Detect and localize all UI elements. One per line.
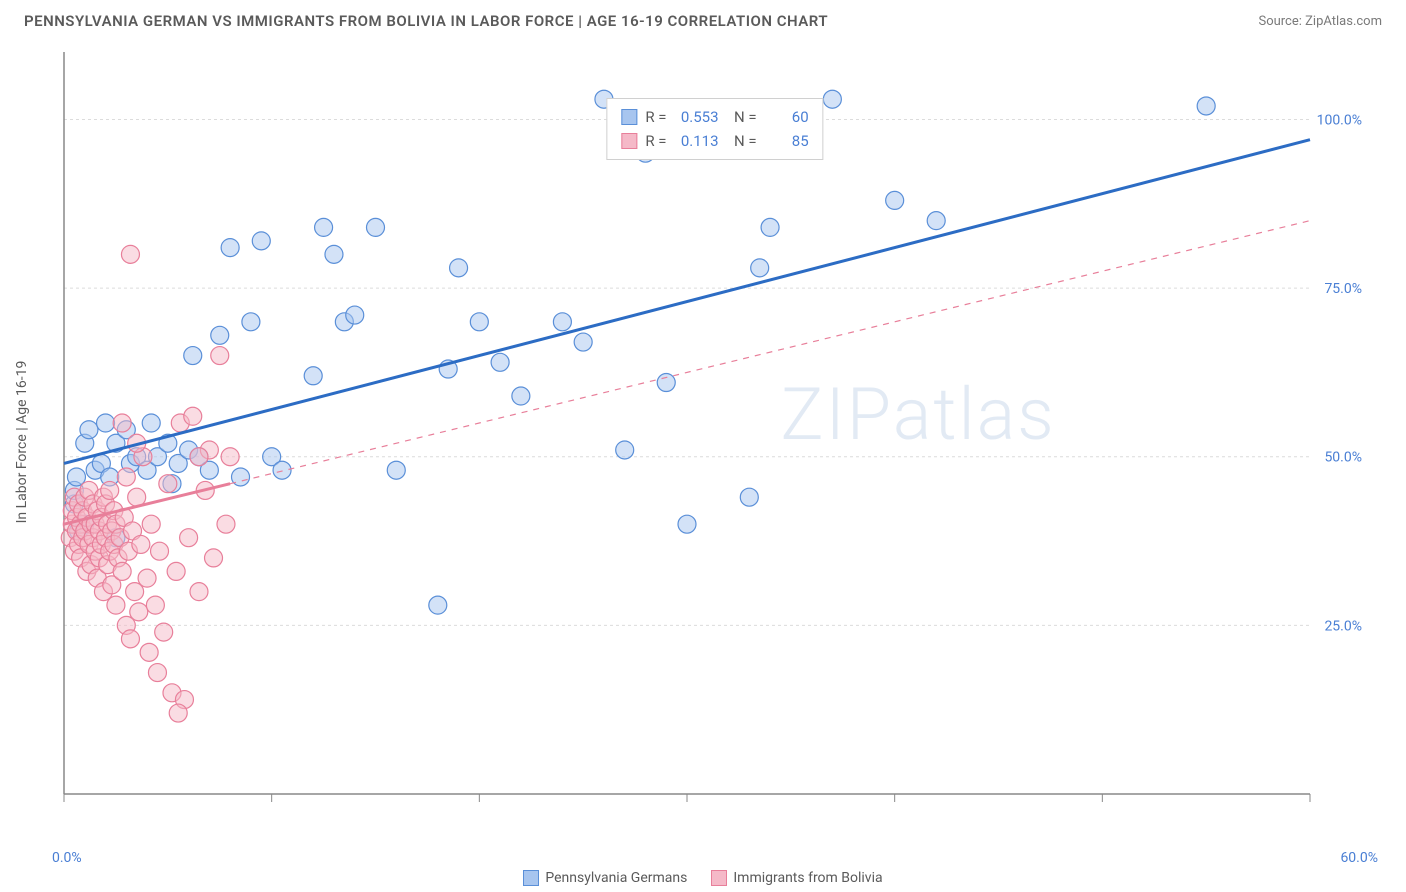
svg-text:75.0%: 75.0% <box>1324 281 1362 297</box>
stats-row-0: R = 0.553 N = 60 <box>621 105 808 129</box>
r-value-1: 0.113 <box>675 129 719 153</box>
legend-item-0: Pennsylvania Germans <box>523 870 687 886</box>
x-tick-right: 60.0% <box>1340 850 1378 866</box>
swatch-blue <box>621 109 637 125</box>
stats-row-1: R = 0.113 N = 85 <box>621 129 808 153</box>
svg-text:100.0%: 100.0% <box>1317 112 1362 128</box>
r-value-0: 0.553 <box>675 105 719 129</box>
y-axis-label: In Labor Force | Age 16-19 <box>14 361 30 524</box>
svg-text:50.0%: 50.0% <box>1324 450 1362 466</box>
stats-box: R = 0.553 N = 60 R = 0.113 N = 85 <box>606 98 823 160</box>
chart-title: PENNSYLVANIA GERMAN VS IMMIGRANTS FROM B… <box>24 12 828 30</box>
legend-swatch-blue <box>523 870 539 886</box>
chart-container: 25.0%50.0%75.0%100.0% In Labor Force | A… <box>60 48 1370 820</box>
legend-swatch-pink <box>711 870 727 886</box>
n-value-0: 60 <box>765 105 809 129</box>
scatter-chart: 25.0% 50.0% 75.0% 100.0% <box>60 48 1370 820</box>
n-value-1: 85 <box>765 129 809 153</box>
svg-text:25.0%: 25.0% <box>1324 618 1362 634</box>
legend-label-1: Immigrants from Bolivia <box>733 870 882 886</box>
source-label: Source: ZipAtlas.com <box>1258 14 1382 29</box>
swatch-pink <box>621 133 637 149</box>
header: PENNSYLVANIA GERMAN VS IMMIGRANTS FROM B… <box>0 0 1406 38</box>
legend-label-0: Pennsylvania Germans <box>545 870 687 886</box>
bottom-legend: Pennsylvania Germans Immigrants from Bol… <box>0 870 1406 886</box>
legend-item-1: Immigrants from Bolivia <box>711 870 882 886</box>
x-tick-left: 0.0% <box>52 850 82 866</box>
